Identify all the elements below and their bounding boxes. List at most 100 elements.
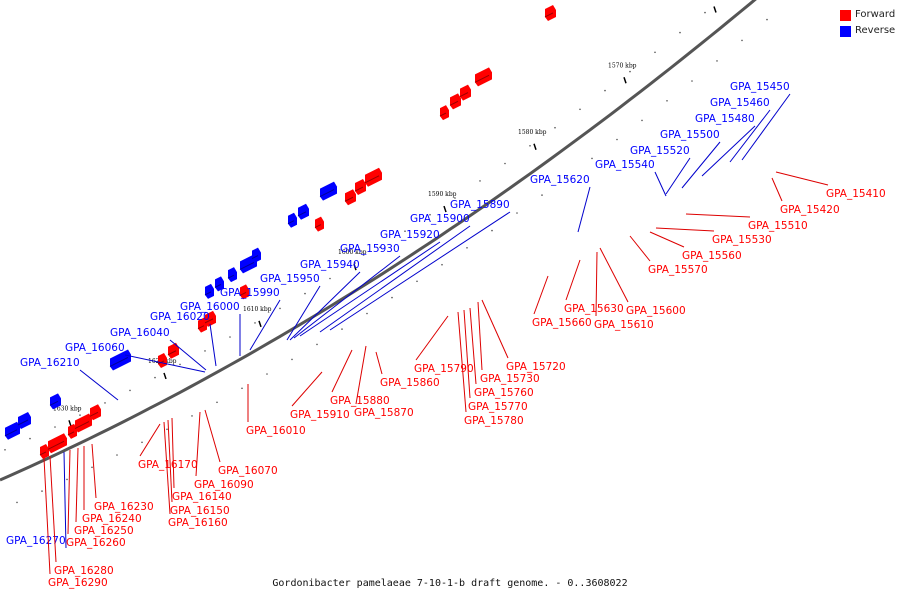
forward-gene-label: GPA_15860 [380,377,440,389]
forward-gene-label-leader [481,299,509,359]
reverse-gene-label-leader [577,186,591,233]
scale-dot [491,229,493,232]
reverse-gene-label-leader [741,93,791,161]
forward-gene-label-leader [355,345,367,405]
scale-dot [116,454,118,456]
scale-dot [741,39,743,42]
reverse-gene-label-leader [293,255,401,339]
reverse-gene-label: GPA_15950 [260,273,320,285]
forward-gene-label: GPA_15910 [290,409,350,421]
forward-gene [90,404,101,421]
reverse-gene-label: GPA_16000 [180,301,240,313]
forward-gene-label: GPA_16290 [48,577,108,589]
scale-dot [454,197,456,199]
scale-dot [29,437,31,440]
reverse-gene-label: GPA_15520 [630,145,690,157]
scale-dot [591,157,593,160]
forward-gene-label: GPA_15870 [354,407,414,419]
reverse-gene-label: GPA_15900 [410,213,470,225]
reverse-gene-label-leader [299,241,441,337]
scale-dot [216,401,218,404]
scale-dot [16,501,18,504]
reverse-gene-label: GPA_16270 [6,535,66,547]
gene-edge [544,12,554,18]
gene-edge [167,350,177,356]
scale-dot [416,280,418,283]
reverse-gene-label-leader [249,299,281,351]
reverse-gene-label: GPA_15450 [730,81,790,93]
reverse-gene [215,276,224,292]
reverse-gene [18,411,31,429]
forward-gene-label-leader [49,455,57,563]
gene-edge [364,175,380,184]
gene-edge [297,211,307,217]
gene-edge [251,255,259,260]
reverse-gene-label-leader [654,171,667,197]
scale-tick [713,6,717,13]
scale-tick-label: 1580 kbp [518,129,547,136]
gene-edge [17,419,29,426]
forward-gene-label: GPA_15600 [626,305,686,317]
forward-gene [168,342,179,359]
reverse-gene-label-leader [329,211,511,331]
scale-dot [91,466,93,469]
forward-gene-label: GPA_16150 [170,505,230,517]
forward-gene-label: GPA_16070 [218,465,278,477]
forward-gene [545,4,556,21]
scale-dot [354,262,356,264]
forward-gene [48,433,67,454]
forward-gene-label-leader [463,309,471,399]
reverse-gene-label-leader [169,339,207,371]
forward-gene-label: GPA_16260 [66,537,126,549]
reverse-gene-label: GPA_15920 [380,229,440,241]
reverse-gene-label-leader [124,354,206,373]
scale-dot [141,441,143,444]
reverse-gene-label: GPA_16210 [20,357,80,369]
scale-dot [41,490,43,492]
forward-gene-label-leader [533,275,549,315]
forward-gene-label-leader [629,235,651,262]
forward-gene-label-leader [167,419,173,503]
gene-edge [474,74,490,83]
scale-tick [163,372,167,380]
forward-gene-label-leader [775,171,829,186]
forward-gene-label-leader [595,251,598,317]
scale-dot [154,376,156,379]
forward-gene-label: GPA_15770 [468,401,528,413]
reverse-gene-label-leader [701,125,756,177]
gene-edge [354,186,364,192]
forward-gene [345,189,356,206]
forward-gene-label: GPA_15530 [712,234,772,246]
forward-gene-label: GPA_16010 [246,425,306,437]
gene-edge [39,451,47,456]
forward-gene [68,423,77,439]
gene-edge [89,411,99,417]
forward-gene-label: GPA_15780 [464,415,524,427]
gene-edge [109,357,129,367]
gene-edge [204,291,212,296]
scale-dot [241,387,243,390]
map-caption: Gordonibacter pamelaeae 7-10-1-b draft g… [272,578,628,589]
scale-tick-label: 1610 kbp [243,306,272,313]
gene-edge [67,431,75,436]
scale-dot [516,212,518,214]
reverse-gene-label-leader [63,451,67,549]
legend-forward-label: Forward [855,9,896,20]
scale-dot [616,138,618,141]
scale-dot [254,322,256,324]
reverse-gene [252,247,261,263]
forward-gene-label: GPA_16230 [94,501,154,513]
forward-gene-label: GPA_16280 [54,565,114,577]
forward-gene-label-leader [685,213,751,218]
forward-gene [40,443,49,459]
reverse-gene [50,393,61,410]
scale-dot [54,426,56,428]
forward-gene-label-leader [195,411,201,477]
forward-gene-label: GPA_15660 [532,317,592,329]
reverse-gene [5,421,20,440]
gene-edge [239,291,247,296]
scale-dot [766,18,768,21]
scale-tick [258,320,262,328]
forward-gene-label-leader [415,315,449,361]
